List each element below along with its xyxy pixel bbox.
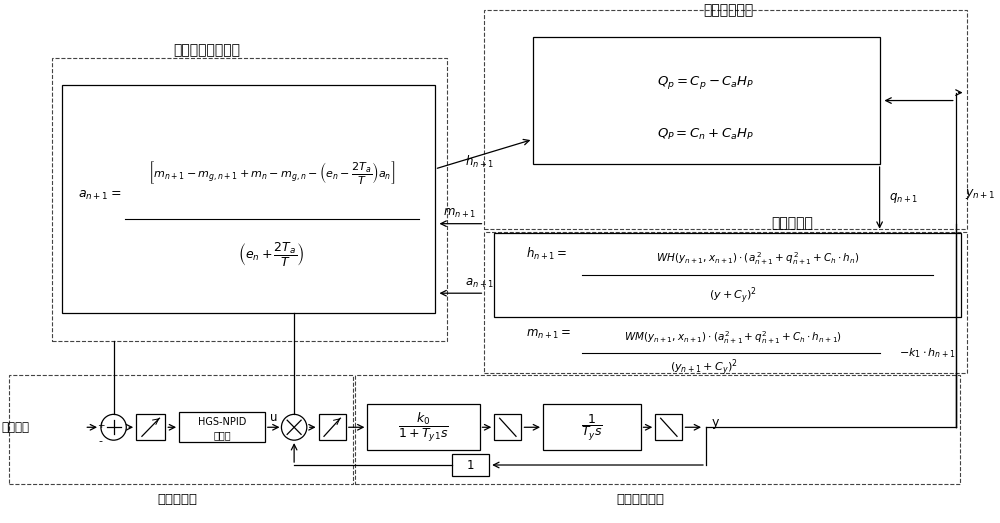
Text: $h_{n+1}$: $h_{n+1}$ — [465, 154, 494, 170]
Text: 发电电动机及负载: 发电电动机及负载 — [173, 43, 240, 57]
Text: 控制器: 控制器 — [213, 430, 231, 440]
Text: y: y — [712, 416, 719, 429]
Text: $y_{n+1}$: $y_{n+1}$ — [965, 187, 996, 201]
Text: $m_{n+1}=$: $m_{n+1}=$ — [526, 328, 572, 342]
Text: $h_{n+1}=$: $h_{n+1}=$ — [526, 245, 568, 262]
Text: 有压过水系统: 有压过水系统 — [703, 3, 753, 17]
Text: $q_{n+1}$: $q_{n+1}$ — [889, 191, 919, 205]
Bar — [452, 454, 489, 476]
Text: $\dfrac{k_0}{1+T_{y1}s}$: $\dfrac{k_0}{1+T_{y1}s}$ — [398, 411, 449, 444]
Bar — [179, 412, 265, 442]
Text: u: u — [270, 411, 277, 424]
Text: $WH(y_{n+1},x_{n+1})\cdot(a_{n+1}^{\,2}+q_{n+1}^{\,2}+C_h\cdot h_n)$: $WH(y_{n+1},x_{n+1})\cdot(a_{n+1}^{\,2}+… — [656, 250, 859, 267]
Text: 水泵水轮机: 水泵水轮机 — [771, 217, 813, 231]
Text: 微机调节器: 微机调节器 — [157, 493, 197, 506]
Bar — [543, 404, 641, 450]
Bar — [355, 374, 960, 484]
Bar — [484, 232, 967, 373]
Text: $(y_{n+1}+C_y)^2$: $(y_{n+1}+C_y)^2$ — [670, 357, 738, 378]
Bar — [533, 37, 880, 164]
Text: $Q_p=C_p-C_aH_P$: $Q_p=C_p-C_aH_P$ — [657, 74, 755, 91]
Text: $\dfrac{1}{T_y s}$: $\dfrac{1}{T_y s}$ — [581, 412, 603, 442]
Bar — [655, 414, 682, 440]
Text: $a_{n+1}=$: $a_{n+1}=$ — [78, 189, 121, 202]
Text: $\left[m_{n+1}-m_{g,n+1}+m_n-m_{g,n}-\left(e_n-\dfrac{2T_a}{T}\right)a_n\right]$: $\left[m_{n+1}-m_{g,n+1}+m_n-m_{g,n}-\le… — [148, 158, 395, 186]
Text: +: + — [97, 421, 105, 430]
Text: $-k_1\cdot h_{n+1}$: $-k_1\cdot h_{n+1}$ — [899, 346, 956, 360]
Bar — [9, 374, 353, 484]
Text: 液压执行机构: 液压执行机构 — [617, 493, 665, 506]
Text: -: - — [99, 437, 103, 447]
Text: HGS-NPID: HGS-NPID — [198, 417, 246, 427]
Text: $m_{n+1}$: $m_{n+1}$ — [443, 207, 476, 220]
Bar — [494, 414, 521, 440]
Bar — [367, 404, 480, 450]
Text: $Q_P=C_n+C_aH_P$: $Q_P=C_n+C_aH_P$ — [657, 127, 755, 142]
Text: $a_{n+1}$: $a_{n+1}$ — [465, 277, 494, 290]
Text: 转速给定: 转速给定 — [1, 421, 29, 434]
Bar — [62, 85, 435, 313]
Bar — [136, 414, 165, 440]
Bar — [484, 10, 967, 229]
Bar — [494, 233, 961, 317]
Bar — [52, 58, 447, 341]
Text: $(y+C_y)^2$: $(y+C_y)^2$ — [709, 285, 757, 305]
Text: $WM(y_{n+1},x_{n+1})\cdot(a_{n+1}^2+q_{n+1}^2+C_h\cdot h_{n+1})$: $WM(y_{n+1},x_{n+1})\cdot(a_{n+1}^2+q_{n… — [624, 329, 842, 346]
Text: $\left(e_n+\dfrac{2T_a}{T}\right)$: $\left(e_n+\dfrac{2T_a}{T}\right)$ — [238, 242, 305, 269]
Bar — [319, 414, 346, 440]
Text: 1: 1 — [467, 459, 474, 472]
